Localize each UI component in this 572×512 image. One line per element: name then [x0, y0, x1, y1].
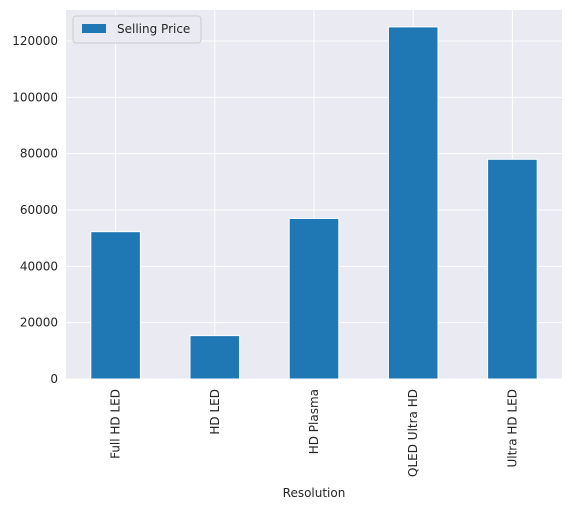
bar: [288, 217, 340, 380]
bar: [487, 158, 538, 380]
bar: [90, 231, 141, 380]
x-axis-label: Resolution: [283, 486, 346, 500]
y-tick-label: 20000: [20, 316, 58, 330]
legend-swatch: [82, 24, 106, 33]
x-tick-label: HD LED: [208, 389, 222, 435]
bars: [90, 26, 538, 380]
legend-box: [72, 15, 202, 44]
y-axis-ticks: 0 20000 40000 60000 80000 100000 120000: [12, 34, 58, 386]
legend-label: Selling Price: [117, 22, 190, 36]
y-tick-label: 120000: [12, 34, 58, 48]
x-axis-ticks: Full HD LED HD LED HD Plasma QLED Ultra HD U…: [109, 389, 520, 477]
legend: Selling Price: [72, 15, 202, 44]
x-tick-label: Full HD LED: [109, 389, 123, 459]
y-tick-label: 0: [50, 372, 58, 386]
y-tick-label: 100000: [12, 90, 58, 104]
bar: [387, 26, 439, 380]
x-tick-label: QLED Ultra HD: [406, 389, 420, 477]
x-tick-label: HD Plasma: [307, 389, 321, 454]
y-tick-label: 80000: [20, 147, 58, 161]
bar: [189, 335, 241, 380]
y-tick-label: 40000: [20, 259, 58, 273]
x-tick-label: Ultra HD LED: [505, 389, 519, 468]
y-tick-label: 60000: [20, 203, 58, 217]
